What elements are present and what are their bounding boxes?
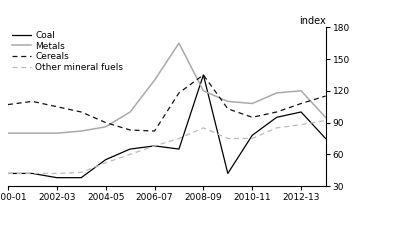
Cereals — [6, 103, 10, 106]
Other mineral fuels — [323, 119, 328, 122]
Other mineral fuels — [79, 171, 84, 174]
Coal — [103, 158, 108, 161]
Metals — [323, 116, 328, 119]
Cereals — [299, 102, 303, 105]
Cereals — [30, 100, 35, 103]
Cereals — [225, 107, 230, 110]
Coal — [274, 116, 279, 119]
Metals — [250, 102, 254, 105]
Coal — [323, 137, 328, 140]
Cereals — [54, 105, 59, 108]
Cereals — [79, 111, 84, 113]
Other mineral fuels — [54, 172, 59, 175]
Coal — [152, 145, 157, 147]
Other mineral fuels — [177, 137, 181, 140]
Legend: Coal, Metals, Cereals, Other mineral fuels: Coal, Metals, Cereals, Other mineral fue… — [8, 27, 127, 76]
Metals — [274, 91, 279, 94]
Line: Other mineral fuels: Other mineral fuels — [8, 121, 326, 173]
Line: Coal: Coal — [8, 75, 326, 178]
Cereals — [103, 121, 108, 124]
Coal — [6, 172, 10, 175]
Metals — [152, 79, 157, 81]
Line: Metals: Metals — [8, 43, 326, 133]
Other mineral fuels — [274, 126, 279, 129]
Coal — [225, 172, 230, 175]
Other mineral fuels — [250, 137, 254, 140]
Cereals — [323, 95, 328, 97]
Cereals — [201, 74, 206, 76]
Metals — [54, 132, 59, 135]
Coal — [30, 172, 35, 175]
Coal — [299, 111, 303, 113]
Coal — [128, 148, 133, 151]
Other mineral fuels — [225, 137, 230, 140]
Metals — [79, 130, 84, 132]
Coal — [250, 134, 254, 137]
Other mineral fuels — [6, 172, 10, 175]
Cereals — [177, 91, 181, 94]
Metals — [299, 89, 303, 92]
Other mineral fuels — [299, 123, 303, 126]
Cereals — [250, 116, 254, 119]
Coal — [201, 74, 206, 76]
Other mineral fuels — [152, 145, 157, 147]
Text: index: index — [299, 16, 326, 26]
Metals — [30, 132, 35, 135]
Coal — [177, 148, 181, 151]
Metals — [177, 42, 181, 44]
Cereals — [128, 129, 133, 131]
Cereals — [274, 111, 279, 113]
Coal — [79, 176, 84, 179]
Cereals — [152, 130, 157, 132]
Metals — [6, 132, 10, 135]
Line: Cereals: Cereals — [8, 75, 326, 131]
Metals — [103, 126, 108, 128]
Other mineral fuels — [128, 153, 133, 156]
Coal — [54, 176, 59, 179]
Other mineral fuels — [103, 161, 108, 164]
Metals — [225, 100, 230, 103]
Metals — [201, 89, 206, 92]
Other mineral fuels — [30, 172, 35, 175]
Metals — [128, 111, 133, 113]
Other mineral fuels — [201, 126, 206, 129]
